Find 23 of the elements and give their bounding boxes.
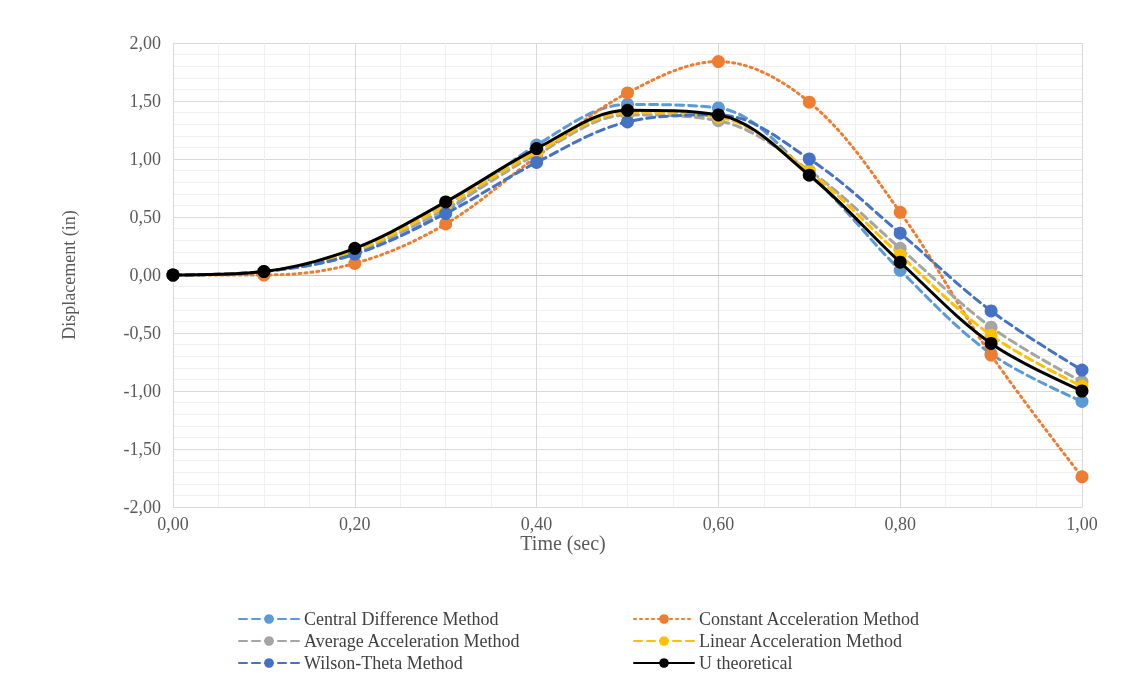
- y-tick-label: -1,00: [123, 381, 161, 401]
- legend-label: Central Difference Method: [304, 609, 499, 629]
- y-tick-label: 2,00: [129, 33, 161, 53]
- legend-label: Wilson-Theta Method: [304, 653, 463, 673]
- x-tick-label: 0,60: [702, 514, 735, 534]
- x-tick-label: 1,00: [1066, 514, 1098, 534]
- x-tick-label: 0,00: [157, 514, 189, 534]
- y-tick-label: 0,00: [129, 265, 161, 285]
- legend-label: Average Acceleration Method: [304, 631, 520, 651]
- y-tick-label: 1,00: [129, 149, 161, 169]
- legend-label: U theoretical: [699, 653, 793, 673]
- x-tick-label: 0,40: [520, 514, 553, 534]
- legend-label: Constant Acceleration Method: [699, 609, 919, 629]
- legend-label: Linear Acceleration Method: [699, 631, 902, 651]
- y-tick-label: 0,50: [129, 207, 161, 227]
- x-tick-label: 0,20: [339, 514, 371, 534]
- y-tick-label: -0,50: [123, 323, 161, 343]
- x-tick-label: 0,80: [884, 514, 916, 534]
- y-axis-title: Displacement (in): [59, 210, 80, 340]
- y-tick-label: -2,00: [123, 497, 161, 517]
- y-tick-label: 1,50: [129, 91, 161, 111]
- y-tick-label: -1,50: [123, 439, 161, 459]
- x-axis-title: Time (sec): [520, 532, 606, 555]
